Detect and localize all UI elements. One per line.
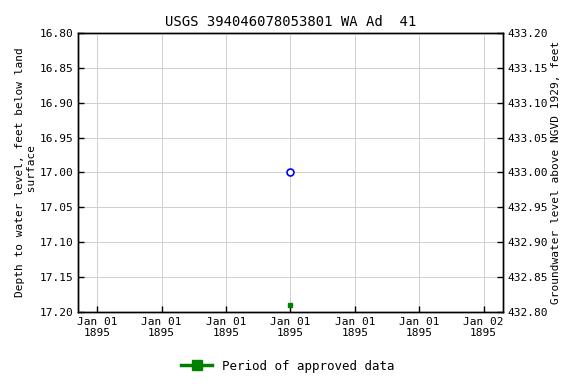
Y-axis label: Groundwater level above NGVD 1929, feet: Groundwater level above NGVD 1929, feet bbox=[551, 41, 561, 304]
Legend: Period of approved data: Period of approved data bbox=[176, 355, 400, 378]
Title: USGS 394046078053801 WA Ad  41: USGS 394046078053801 WA Ad 41 bbox=[165, 15, 416, 29]
Y-axis label: Depth to water level, feet below land
 surface: Depth to water level, feet below land su… bbox=[15, 48, 37, 297]
